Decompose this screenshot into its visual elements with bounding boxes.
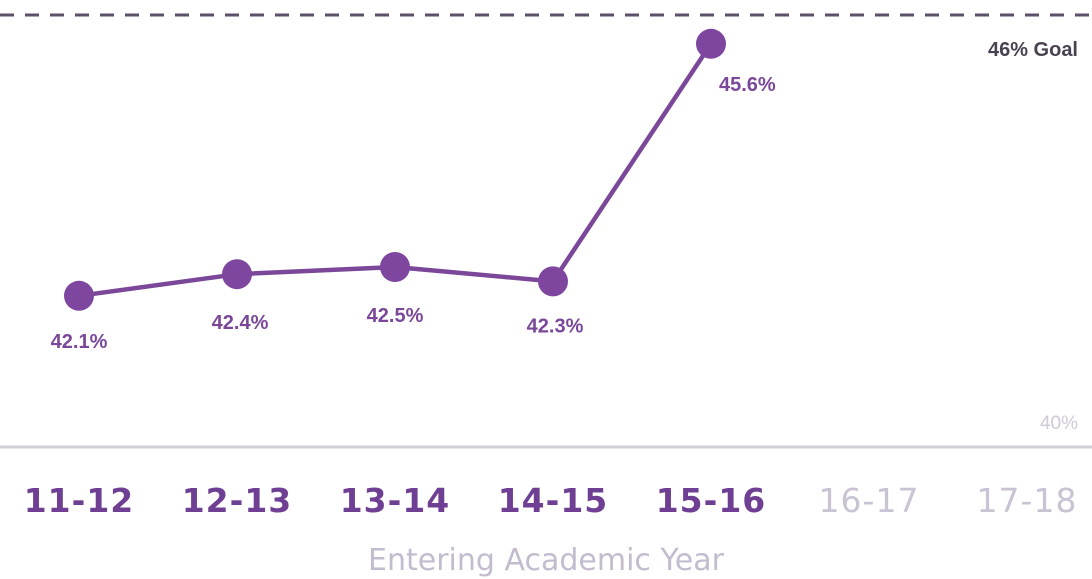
- data-label: 42.1%: [51, 331, 108, 353]
- x-tick-label: 12-13: [182, 481, 293, 520]
- goal-label: 46% Goal: [988, 39, 1078, 61]
- data-point: [64, 280, 94, 311]
- data-point: [696, 28, 726, 59]
- x-tick-label: 15-16: [656, 481, 767, 520]
- data-label: 45.6%: [719, 74, 776, 96]
- data-label: 42.5%: [367, 305, 424, 327]
- x-tick-label: 14-15: [498, 481, 609, 520]
- x-tick-label: 13-14: [340, 481, 451, 520]
- x-tick-label: 16-17: [819, 481, 920, 520]
- data-label: 42.4%: [212, 312, 269, 334]
- data-point: [538, 266, 568, 297]
- data-label: 42.3%: [527, 315, 584, 337]
- data-point: [222, 259, 252, 290]
- x-tick-label: 11-12: [24, 481, 135, 520]
- data-point: [380, 252, 410, 282]
- series-group: 42.1% 42.4% 42.5% 42.3% 45.6%: [51, 28, 776, 353]
- x-axis-title: Entering Academic Year: [368, 543, 725, 578]
- x-tick-labels: 11-12 12-13 13-14 14-15 15-16 16-17 17-18: [24, 481, 1078, 520]
- x-tick-label: 17-18: [977, 481, 1078, 520]
- y-min-label: 40%: [1040, 413, 1078, 434]
